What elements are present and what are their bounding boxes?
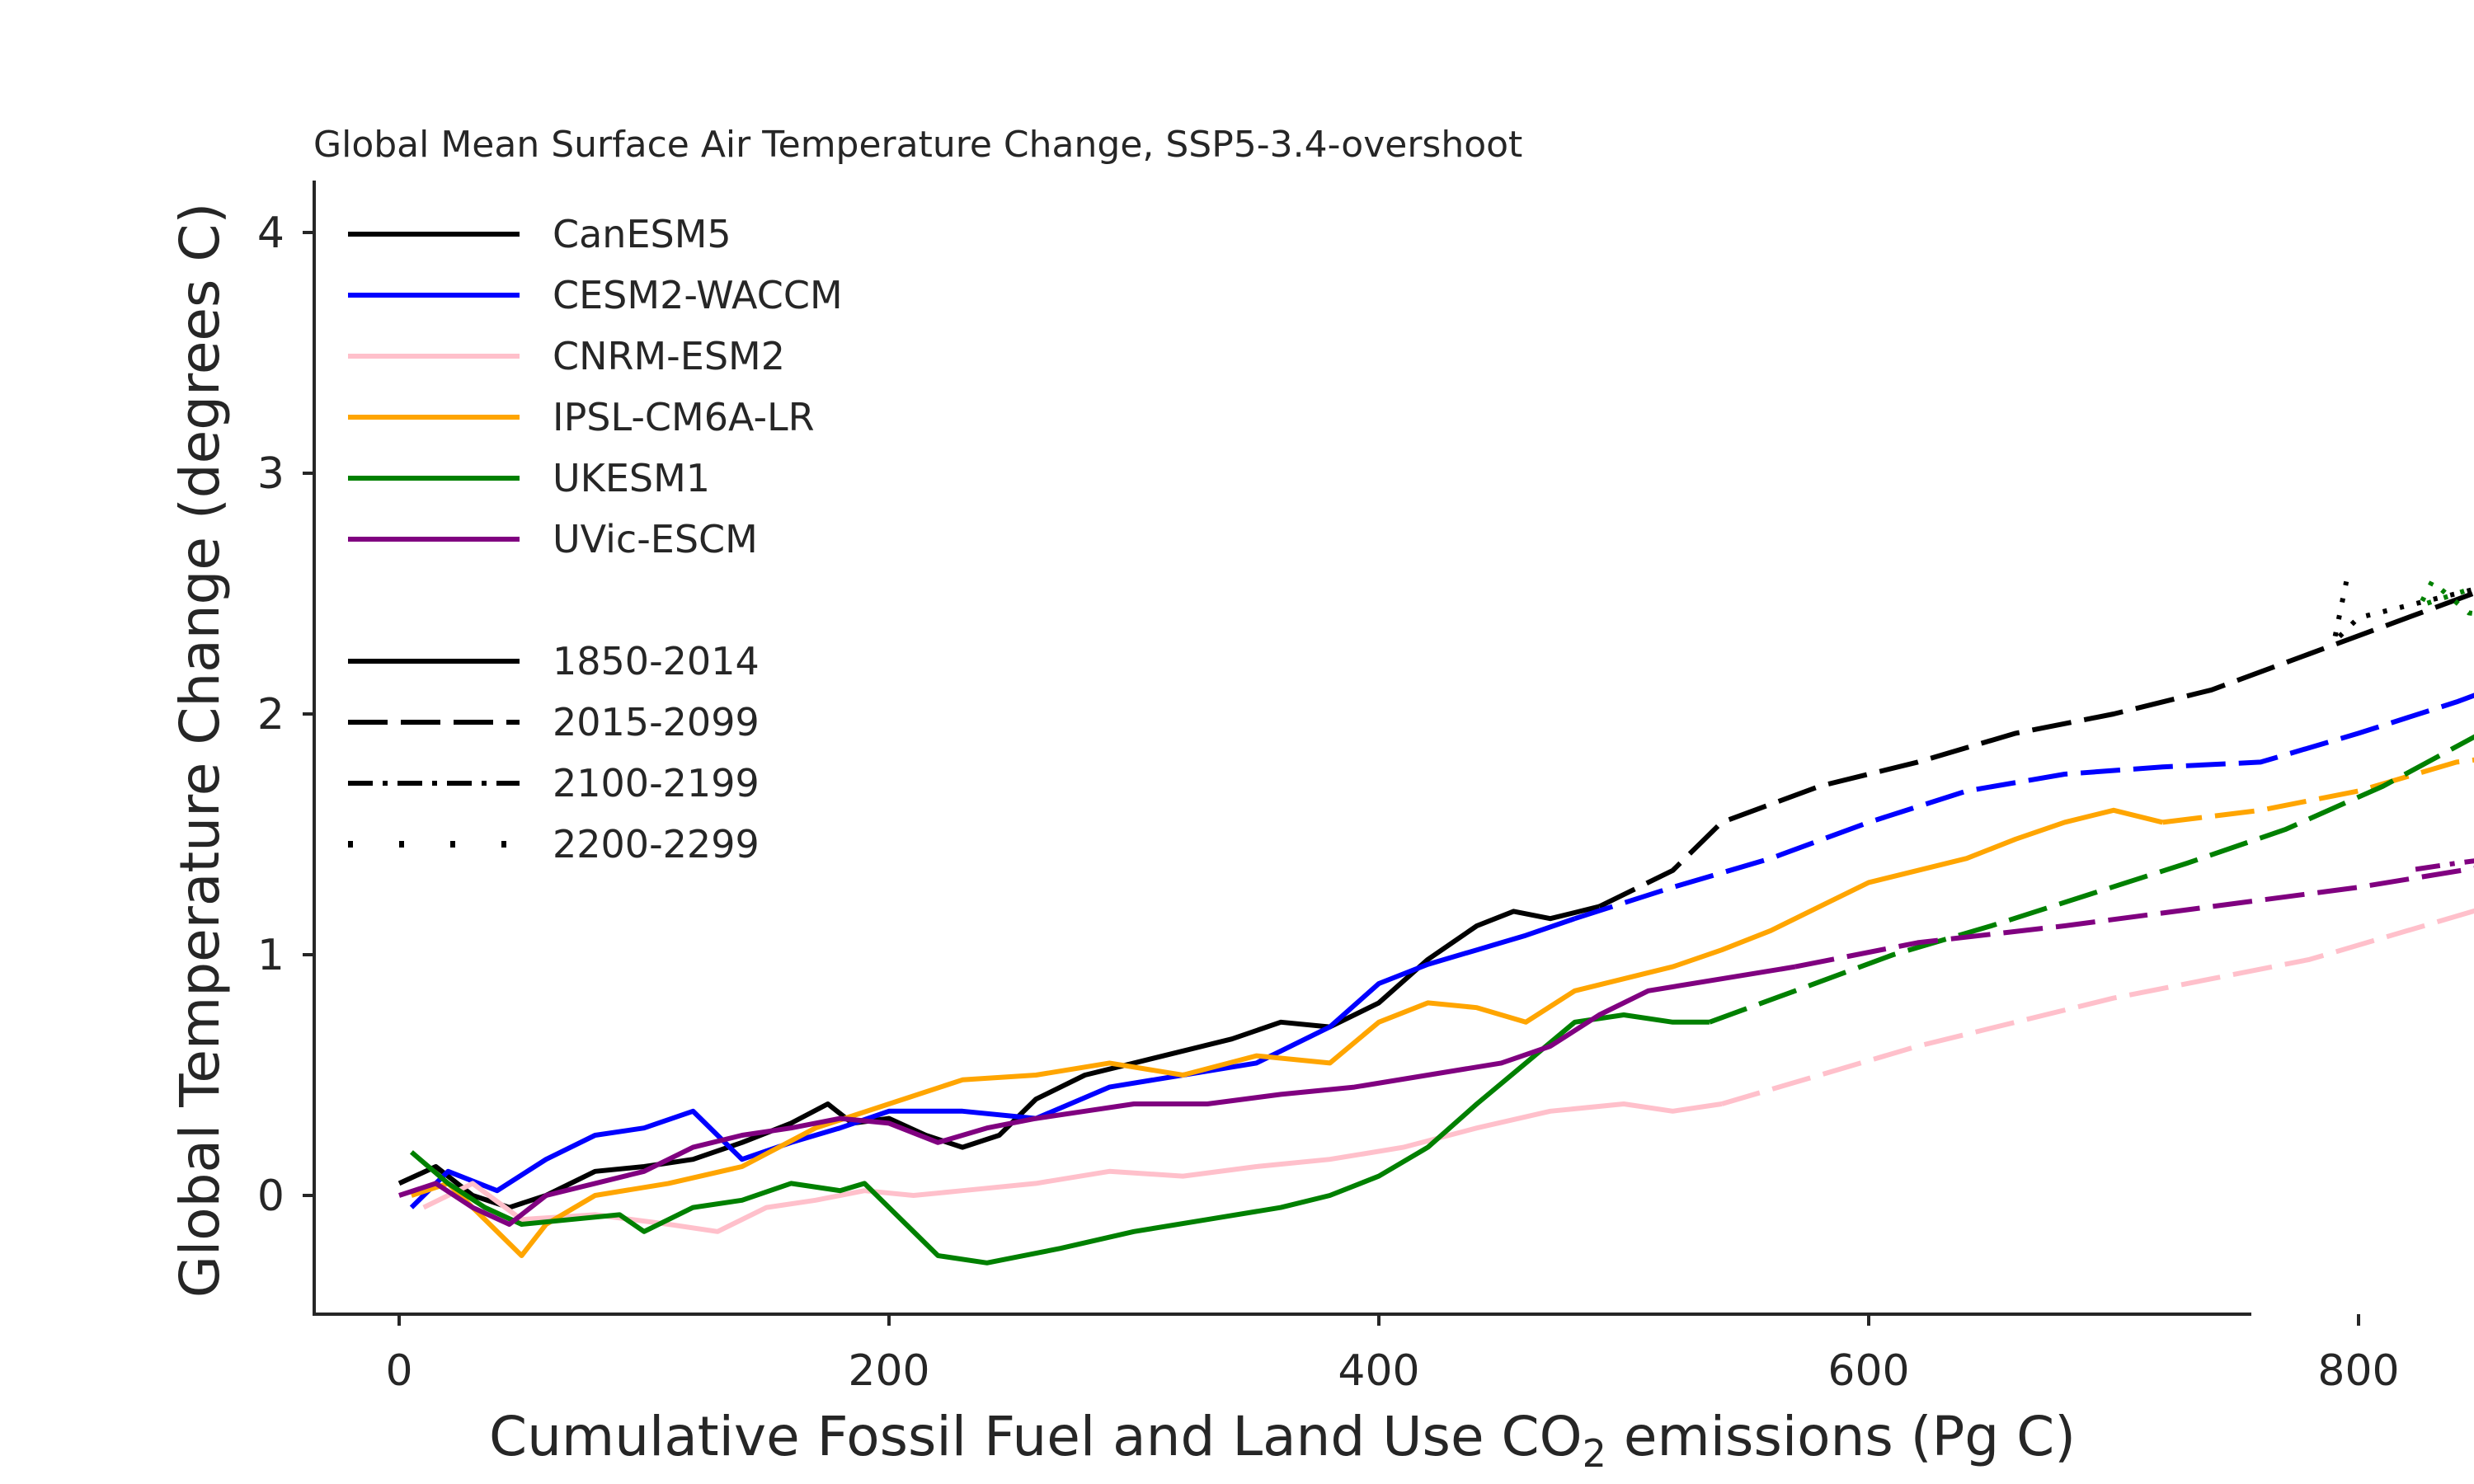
- y-tick-label: 4: [257, 209, 285, 258]
- legend-label: 2100-2199: [553, 761, 760, 805]
- legend-label: CNRM-ESM2: [553, 334, 785, 378]
- x-tick-label: 0: [385, 1346, 412, 1396]
- x-axis-label-tail: emissions (Pg C): [1606, 1405, 2076, 1468]
- y-tick-label: 2: [257, 690, 285, 740]
- series-cesm2-waccm-solid: [409, 916, 1576, 1209]
- legend-label: UKESM1: [553, 456, 710, 500]
- chart-title: Global Mean Surface Air Temperature Chan…: [313, 124, 1522, 166]
- x-axis-label-main: Cumulative Fossil Fuel and Land Use CO: [489, 1405, 1583, 1468]
- legend-label: CESM2-WACCM: [553, 273, 843, 317]
- y-tick-label: 3: [257, 449, 285, 499]
- series-uvic-escm-solid: [398, 964, 1796, 1227]
- x-tick-label: 800: [2317, 1346, 2399, 1396]
- series-uvic-escm-dashed: [1794, 866, 2474, 970]
- legend-label: 2200-2299: [553, 822, 760, 866]
- series-layer: [397, 579, 2474, 1266]
- series-canesm5-dotted: [2331, 580, 2474, 645]
- legend-label: UVic-ESCM: [553, 517, 758, 561]
- legend-label: IPSL-CM6A-LR: [553, 395, 815, 439]
- legend-label: CanESM5: [553, 212, 731, 256]
- series-canesm5-solid: [397, 904, 1601, 1210]
- legend-label: 1850-2014: [553, 639, 760, 683]
- y-ticks: 0 1 2 3 4: [257, 209, 314, 1221]
- x-axis-label: Cumulative Fossil Fuel and Land Use CO2 …: [489, 1405, 2076, 1476]
- series-ipsl-cm6a-lr-solid: [410, 807, 2164, 1258]
- x-tick-label: 200: [848, 1346, 929, 1396]
- series-cnrm-esm2-solid: [422, 1101, 1723, 1234]
- y-axis-label: Global Temperature Change (degrees C): [168, 203, 232, 1298]
- x-tick-label: 400: [1338, 1346, 1419, 1396]
- series-ipsl-cm6a-lr-dashed: [2162, 757, 2474, 825]
- x-ticks: 0200400600800100012001400: [385, 1314, 2400, 1396]
- series-cnrm-esm2-dashed: [1720, 908, 2474, 1106]
- legend: CanESM5 CESM2-WACCM CNRM-ESM2 IPSL-CM6A-LR U…: [348, 212, 843, 866]
- y-tick-label: 1: [257, 931, 285, 980]
- x-axis-label-subscript: 2: [1583, 1431, 1606, 1476]
- x-tick-label: 600: [1827, 1346, 1909, 1396]
- series-ukesm1-solid: [409, 1012, 1710, 1266]
- series-uvic-escm-dashdot: [2406, 858, 2474, 873]
- series-ukesm1-dashed: [1708, 734, 2474, 1025]
- y-tick-label: 0: [257, 1172, 285, 1221]
- legend-label: 2015-2099: [553, 700, 760, 744]
- series-cesm2-waccm-dashed: [1573, 693, 2474, 922]
